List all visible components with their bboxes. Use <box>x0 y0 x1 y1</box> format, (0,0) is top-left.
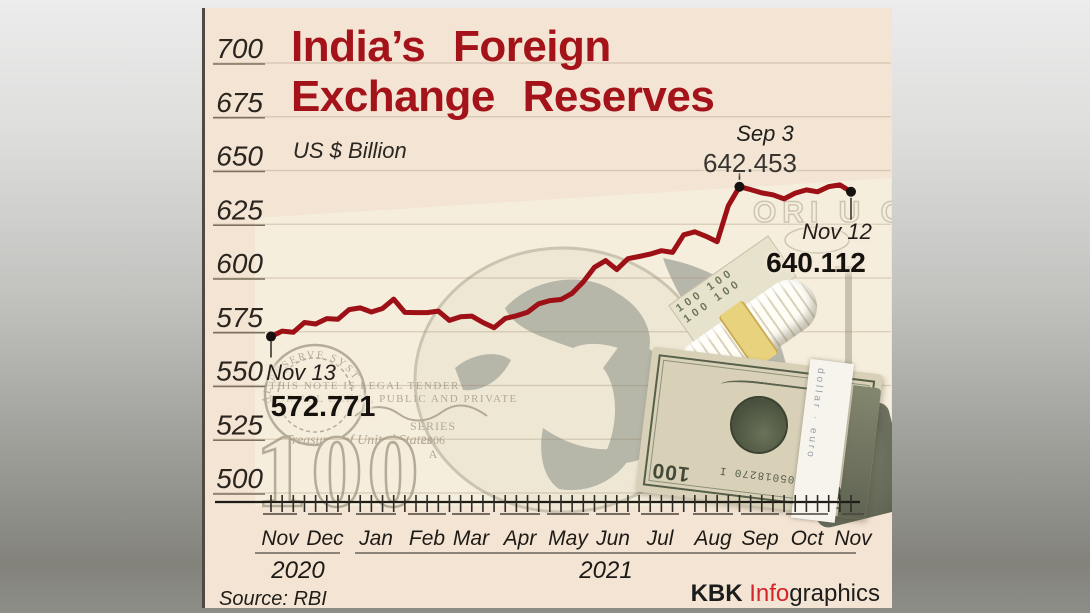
credit-graphics: graphics <box>789 580 880 607</box>
month-label: Jul <box>646 527 675 550</box>
end-date-label: Nov 12 <box>802 219 872 244</box>
month-label: Oct <box>791 527 825 550</box>
ytick-label: 500 <box>216 463 263 494</box>
data-point-dot <box>734 181 745 192</box>
chart-panel: AL RESERVE SYST THIS NOTE IS LEGAL TENDE… <box>202 8 892 608</box>
month-label: May <box>548 527 589 550</box>
ytick-label: 625 <box>216 194 263 225</box>
title-line-2: Exchange Reserves <box>291 72 715 121</box>
month-label: Nov <box>834 527 873 550</box>
start-value-label: 572.771 <box>270 391 376 423</box>
credit-info: Info <box>749 580 790 607</box>
end-value-label: 640.112 <box>766 247 866 278</box>
month-label: Apr <box>502 527 538 550</box>
strap-text: dollar · euro <box>804 367 827 461</box>
ytick-label: 675 <box>216 87 263 118</box>
treasurer-text: Treasurer of United States <box>285 433 433 448</box>
year-label: 2020 <box>270 557 325 584</box>
month-label: Sep <box>741 527 778 550</box>
series-line3: A <box>429 447 438 461</box>
data-point-dot <box>846 186 856 197</box>
month-label: Feb <box>409 527 446 550</box>
month-label: Jan <box>358 527 393 550</box>
series-line2: 2006 <box>421 433 445 447</box>
series-line1: SERIES <box>410 419 456 433</box>
peak-value-label: 642.453 <box>703 148 797 178</box>
unit-label: US $ Billion <box>293 138 407 163</box>
ytick-label: 550 <box>216 356 263 387</box>
month-label: Dec <box>306 527 344 550</box>
money-stack-photo: 100 100 HB05018270 I dollar · euro <box>634 346 884 523</box>
source-note: Source: RBI <box>219 588 327 608</box>
big-100-watermark: 100 <box>255 414 423 529</box>
start-date-label: Nov 13 <box>266 360 336 385</box>
data-point-dot <box>266 331 276 342</box>
bill-corner-100: 100 <box>650 458 691 486</box>
month-label: Mar <box>453 527 490 550</box>
credit-logo: KBK Infographics <box>691 580 880 608</box>
credit-kbk: KBK <box>690 580 743 607</box>
year-label: 2021 <box>578 557 632 584</box>
ytick-label: 650 <box>216 141 263 172</box>
title-line-1: India’s Foreign <box>291 22 611 71</box>
ytick-label: 600 <box>216 248 263 279</box>
ytick-label: 575 <box>216 302 263 333</box>
ytick-label: 525 <box>216 409 263 440</box>
ytick-label: 700 <box>216 33 263 64</box>
month-label: Nov <box>261 527 300 550</box>
peak-date-label: Sep 3 <box>736 121 794 146</box>
month-label: Aug <box>692 527 732 550</box>
page-title: India’s Foreign Exchange Reserves <box>291 22 715 122</box>
month-label: Jun <box>595 527 630 550</box>
